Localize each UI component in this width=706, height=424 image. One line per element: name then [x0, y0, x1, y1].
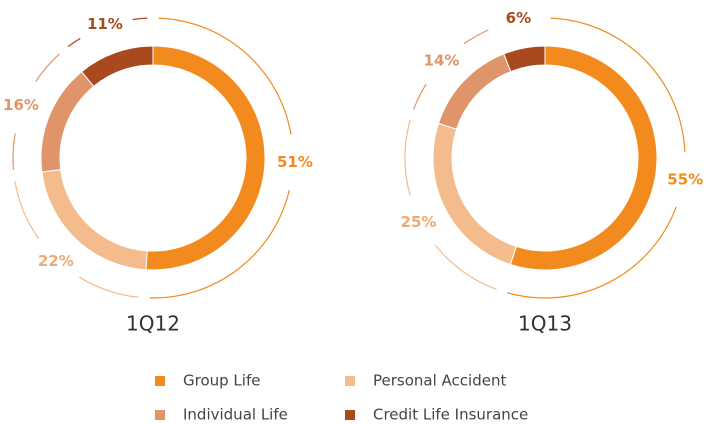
data-label: 16%	[3, 96, 39, 114]
chart-title: 1Q13	[518, 312, 572, 336]
donut-segment	[80, 45, 154, 88]
outer-arc	[413, 84, 427, 110]
outer-arc	[35, 53, 60, 82]
data-label: 11%	[87, 15, 123, 33]
outer-arc	[506, 206, 677, 299]
outer-arc	[14, 180, 40, 240]
outer-arc	[79, 276, 139, 298]
outer-arc	[404, 119, 411, 196]
legend-swatch	[155, 376, 165, 386]
outer-arc	[550, 17, 686, 153]
outer-arc	[158, 17, 292, 135]
legend-label: Group Life	[183, 372, 260, 390]
data-label: 6%	[506, 9, 531, 27]
donut-segment	[432, 122, 517, 266]
outer-arc	[12, 133, 16, 171]
outer-arc	[434, 244, 497, 290]
outer-arc	[149, 189, 290, 299]
legend-label: Personal Accident	[373, 372, 506, 390]
donut-segment	[503, 45, 546, 73]
data-label: 51%	[277, 153, 313, 171]
outer-arc	[132, 17, 148, 21]
data-label: 25%	[401, 213, 437, 231]
outer-arc	[463, 29, 489, 45]
legend-label: Individual Life	[183, 406, 288, 424]
donut-segment	[145, 45, 266, 271]
legend-swatch	[155, 410, 165, 420]
legend-swatch	[345, 376, 355, 386]
outer-arc	[67, 37, 81, 48]
legend-label: Credit Life Insurance	[373, 406, 528, 424]
data-label: 22%	[38, 252, 74, 270]
chart-title: 1Q12	[126, 312, 180, 336]
data-label: 14%	[424, 51, 460, 69]
legend-swatch	[345, 410, 355, 420]
data-label: 55%	[667, 171, 703, 189]
donut-segment	[509, 45, 658, 271]
donut-segment	[40, 70, 95, 173]
